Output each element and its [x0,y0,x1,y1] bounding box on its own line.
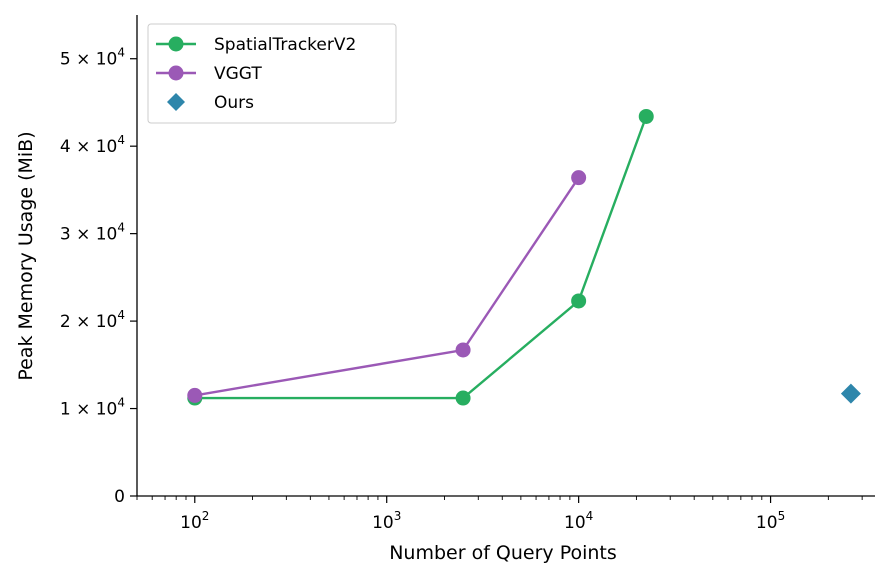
legend-item-spatialtrackerv2: SpatialTrackerV2 [156,35,356,55]
data-point-spatialtrackerv2 [571,293,587,309]
x-tick-label-exponent: 3 [394,509,402,523]
x-tick-label: 102 [180,509,209,533]
y-tick-label-exponent: 4 [117,308,125,322]
x-tick-label-base: 10 [756,513,778,533]
data-point-spatialtrackerv2 [638,108,654,124]
legend-item-vggt: VGGT [156,64,262,84]
series-line-spatialtrackerv2 [194,115,648,400]
data-point-vggt [571,170,587,186]
legend-label: SpatialTrackerV2 [214,35,356,55]
x-tick-label-base: 10 [372,513,394,533]
y-tick-label-exponent: 4 [117,46,125,60]
legend-swatch-marker [167,93,185,111]
y-tick-label: 2 × 104 [60,308,125,332]
y-tick-label-mantissa: 4 × 10 [60,137,118,157]
series-vggt [187,170,587,403]
series-line-vggt [194,177,580,397]
x-tick-label: 103 [372,509,401,533]
x-axis-label: Number of Query Points [389,542,617,564]
x-tick-label-exponent: 5 [778,509,786,523]
legend: SpatialTrackerV2 VGGT Ours [147,23,397,124]
legend-label: VGGT [214,64,262,84]
y-tick-label: 4 × 104 [60,133,125,157]
y-tick-label-mantissa: 1 × 10 [60,400,118,420]
legend-box [147,23,397,124]
data-point-vggt [187,387,203,403]
y-tick-label: 3 × 104 [60,221,125,245]
legend-swatch-marker [168,36,184,52]
y-tick-label-exponent: 4 [117,221,125,235]
y-tick-label: 0 [114,487,125,507]
x-tick-label-exponent: 4 [586,509,594,523]
y-tick-label-exponent: 4 [117,396,125,410]
x-tick-label: 104 [564,509,593,533]
y-tick-label-mantissa: 3 × 10 [60,225,118,245]
x-tick-label: 105 [756,509,785,533]
series-layer [187,108,861,406]
series-spatialtrackerv2 [187,108,654,406]
data-point-vggt [455,342,471,358]
data-point-ours [840,383,861,404]
y-axis-label: Peak Memory Usage (MiB) [15,131,37,380]
y-tick-label: 1 × 104 [60,396,125,420]
legend-label: Ours [214,93,254,113]
legend-item-ours: Ours [167,93,254,113]
series-ours [840,383,861,404]
y-tick-label: 5 × 104 [60,46,125,70]
y-tick-label-mantissa: 5 × 10 [60,50,118,70]
x-tick-label-base: 10 [564,513,586,533]
legend-swatch-marker [168,65,184,81]
x-tick-label-exponent: 2 [202,509,210,523]
x-tick-label-base: 10 [180,513,202,533]
y-tick-label-mantissa: 0 [114,487,125,507]
data-point-spatialtrackerv2 [455,390,471,406]
y-tick-label-mantissa: 2 × 10 [60,312,118,332]
y-tick-label-exponent: 4 [117,133,125,147]
